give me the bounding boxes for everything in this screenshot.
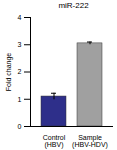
svg-text:3: 3 <box>18 41 22 48</box>
svg-text:1: 1 <box>18 95 22 102</box>
svg-text:Sample(HBV-HDV): Sample(HBV-HDV) <box>72 134 108 149</box>
svg-text:4: 4 <box>18 14 22 21</box>
svg-text:Control(HBV): Control(HBV) <box>43 134 66 149</box>
svg-text:0: 0 <box>18 123 22 130</box>
html-text:miR-222: miR-222 <box>58 1 89 10</box>
svg-text:2: 2 <box>18 68 22 75</box>
svg-text:Fold change: Fold change <box>5 53 13 92</box>
